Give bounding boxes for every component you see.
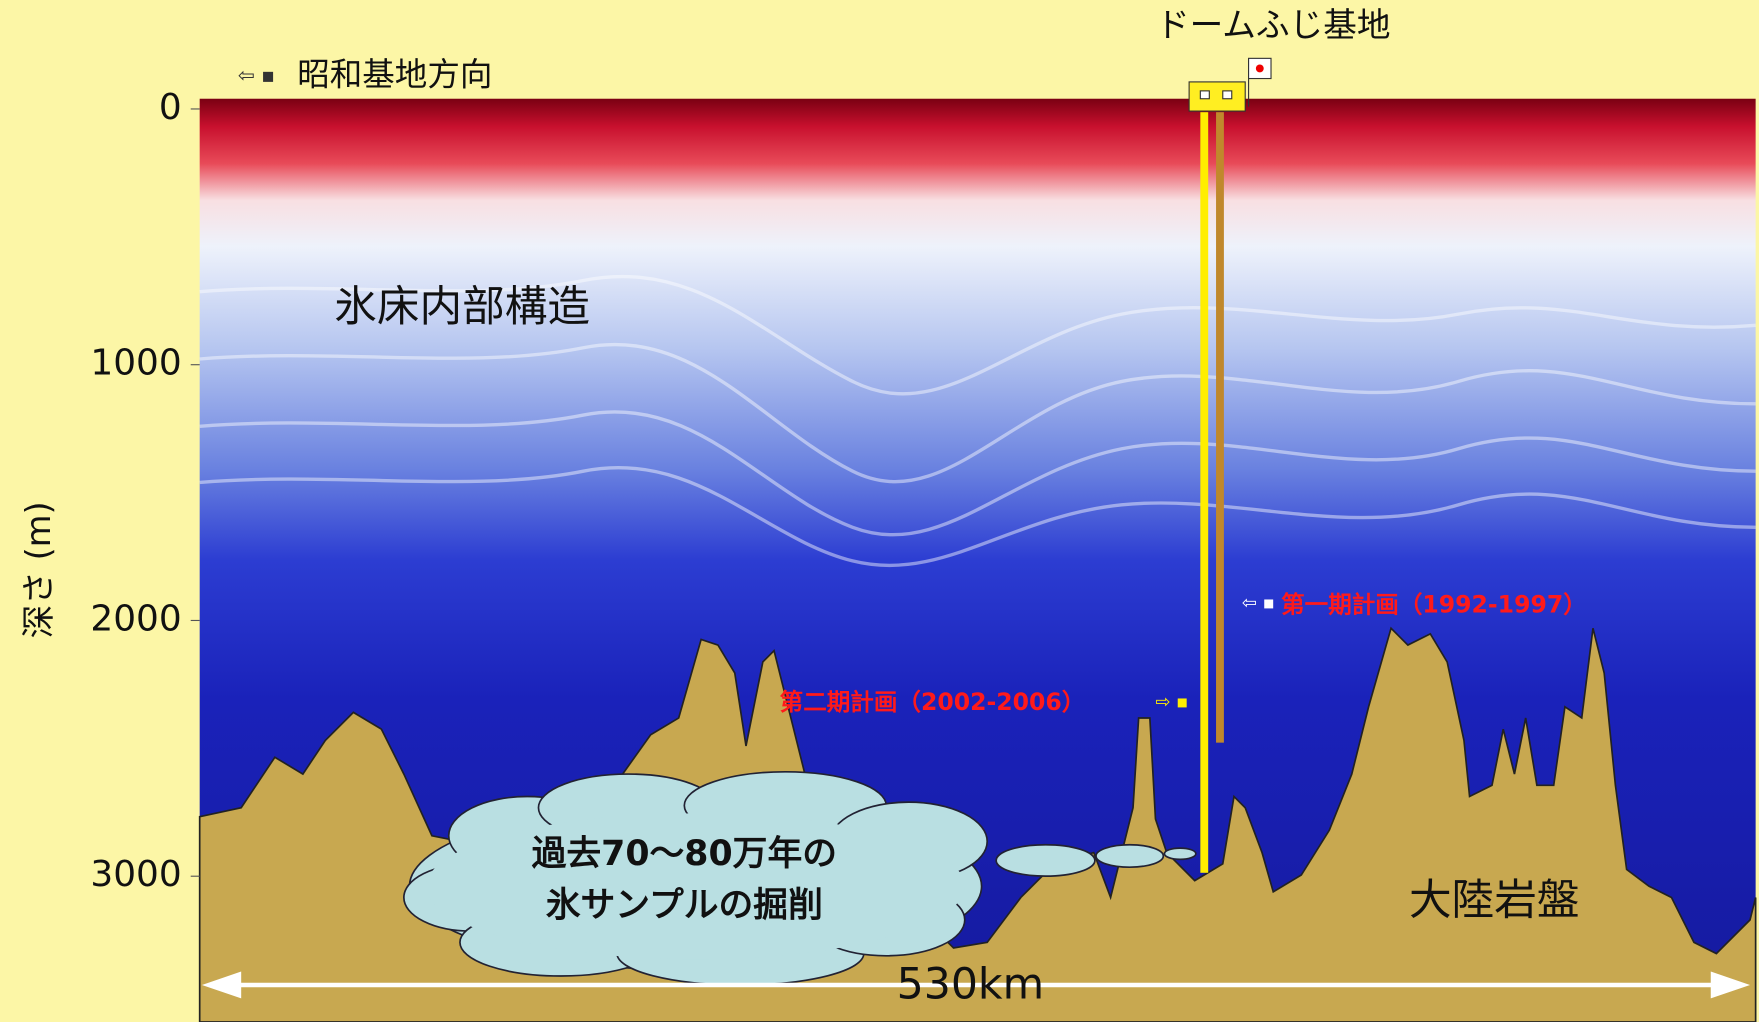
bedrock-label: 大陸岩盤 [1409,876,1579,926]
station-building [1189,82,1245,111]
left-arrow: ⇦ ▪ [238,63,275,87]
phase1-label: 第一期計画（1992-1997） [1281,590,1587,618]
page: ⇦ ▪ ⇦ ▪ ⇨ ▪ ドームふじ基地 昭和基地方向 氷床内部構造 第一期計画（… [0,0,1759,1022]
marker-arrow: ⇦ ▪ [1242,593,1275,614]
phase2-label: 第二期計画（2002-2006） [780,688,1086,716]
marker-arrow: ⇨ ▪ [1155,691,1188,712]
y-tick-label: 2000 [90,598,181,639]
station-label: ドームふじ基地 [1156,5,1390,44]
y-tick-label: 3000 [90,854,181,895]
ice-label: 氷床内部構造 [334,282,590,332]
y-tick-label: 1000 [90,343,181,384]
flag-sun [1256,65,1264,73]
window [1223,91,1232,99]
cloud-text: 氷サンプルの掘削 [546,885,823,925]
axis-label: 深さ (m) [19,501,58,638]
y-tick-label: 0 [159,87,182,128]
diagram: ⇦ ▪ ⇦ ▪ ⇨ ▪ ドームふじ基地 昭和基地方向 氷床内部構造 第一期計画（… [0,0,1759,1022]
drill-phase2 [1200,112,1208,873]
cloud-text: 過去70〜80万年の [532,834,837,874]
drill-phase1 [1216,112,1224,742]
distance-label: 530km [897,960,1045,1010]
direction-label: 昭和基地方向 [297,55,492,93]
window [1200,91,1209,99]
